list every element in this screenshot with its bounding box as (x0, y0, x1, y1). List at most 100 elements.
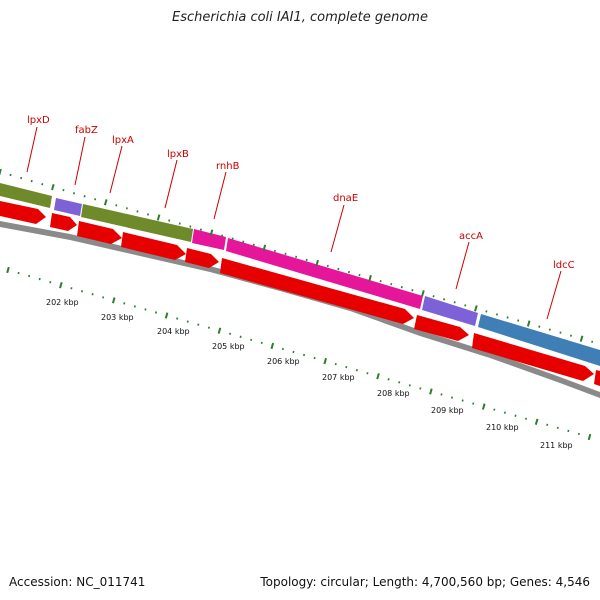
gene-label-rnhB[interactable]: rnhB (216, 161, 240, 172)
minor-tick (400, 285, 403, 289)
major-tick (534, 418, 539, 425)
cds-arrow[interactable] (50, 213, 77, 231)
major-tick (526, 320, 531, 327)
tick-marks-lower (6, 266, 592, 441)
cds-arrow[interactable] (594, 370, 600, 386)
kbp-label: 206 kbp (267, 357, 300, 366)
feature-bar-pink-2[interactable] (226, 238, 423, 309)
feature-bar-olive-1[interactable] (0, 183, 52, 208)
gene-label-lpxD[interactable]: lpxD (27, 115, 50, 126)
minor-tick (432, 295, 435, 298)
minor-tick (94, 198, 97, 201)
minor-tick (189, 225, 192, 228)
major-tick (376, 373, 380, 380)
kbp-label: 204 kbp (157, 327, 190, 336)
leader-line-dnaE (330, 204, 345, 253)
kbp-label: 208 kbp (377, 389, 410, 398)
minor-tick (303, 353, 306, 357)
minor-tick (147, 213, 150, 216)
minor-tick (355, 368, 358, 372)
feature-bar-pink-1[interactable] (192, 229, 226, 250)
feature-bar-purple-1[interactable] (54, 198, 82, 216)
minor-tick (273, 249, 276, 253)
gene-label-lpxB[interactable]: lpxB (167, 149, 189, 160)
minor-tick (347, 270, 350, 274)
major-tick (51, 184, 55, 191)
minor-tick (168, 219, 171, 222)
minor-tick (548, 328, 551, 331)
kbp-label: 209 kbp (431, 406, 464, 415)
gene-label-accA[interactable]: accA (459, 231, 483, 242)
gene-label-ldcC[interactable]: ldcC (553, 260, 575, 271)
minor-tick (567, 429, 570, 433)
major-tick (474, 305, 478, 312)
minor-tick (242, 240, 245, 243)
cds-arrow[interactable] (220, 258, 414, 324)
gene-labels: lpxD fabZ lpxA lpxB rnhB dnaE accA ldcC (27, 115, 575, 271)
minor-tick (461, 399, 464, 402)
feature-track (0, 183, 600, 366)
minor-tick (9, 173, 12, 177)
cds-arrow[interactable] (414, 315, 469, 341)
gene-label-fabZ[interactable]: fabZ (75, 125, 98, 136)
accession-text: Accession: NC_011741 (9, 575, 146, 589)
major-tick (421, 290, 425, 297)
minor-tick (17, 271, 20, 275)
minor-tick (136, 210, 139, 213)
major-tick (270, 342, 275, 350)
minor-tick (313, 356, 316, 360)
minor-tick (207, 326, 210, 329)
cds-arrow[interactable] (472, 333, 594, 381)
major-tick (262, 244, 267, 251)
minor-tick (144, 308, 147, 311)
feature-bar-olive-2[interactable] (81, 204, 193, 242)
kbp-label: 211 kbp (540, 441, 573, 450)
cds-arrow[interactable] (0, 201, 46, 224)
feature-bar-purple-2[interactable] (422, 296, 478, 326)
minor-tick (398, 381, 401, 384)
minor-tick (514, 414, 517, 417)
minor-tick (49, 280, 52, 284)
minor-tick (252, 243, 255, 246)
minor-tick (451, 396, 454, 399)
minor-tick (70, 287, 73, 290)
minor-tick (91, 293, 94, 296)
minor-tick (485, 310, 488, 313)
minor-tick (125, 207, 128, 210)
major-tick (323, 357, 327, 365)
minor-tick (358, 273, 361, 277)
minor-tick (556, 426, 559, 430)
major-tick (587, 433, 592, 441)
cds-arrow[interactable] (121, 232, 186, 260)
minor-tick (525, 417, 528, 420)
major-tick (315, 259, 319, 267)
leader-line-rnhB (213, 171, 227, 220)
major-tick (217, 327, 222, 334)
minor-tick (154, 311, 158, 314)
minor-tick (221, 234, 224, 237)
major-tick (579, 335, 584, 342)
cds-arrow[interactable] (77, 221, 122, 244)
gene-label-lpxA[interactable]: lpxA (112, 135, 134, 146)
minor-tick (186, 320, 189, 323)
minor-tick (419, 387, 422, 390)
minor-tick (229, 332, 232, 335)
leader-line-lpxD (26, 126, 38, 173)
minor-tick (390, 282, 393, 286)
minor-tick (250, 338, 253, 342)
cds-arrow[interactable] (185, 248, 219, 268)
major-tick (103, 199, 108, 206)
minor-tick (546, 423, 549, 427)
minor-tick (506, 316, 509, 319)
minor-tick (538, 325, 541, 328)
major-tick (156, 214, 161, 221)
minor-tick (178, 222, 181, 225)
minor-tick (337, 267, 340, 271)
minor-tick (408, 384, 411, 387)
minor-tick (577, 432, 580, 436)
gene-label-dnaE[interactable]: dnaE (333, 193, 358, 204)
minor-tick (366, 372, 369, 375)
feature-bar-blue-1[interactable] (478, 314, 600, 366)
minor-tick (503, 411, 506, 414)
